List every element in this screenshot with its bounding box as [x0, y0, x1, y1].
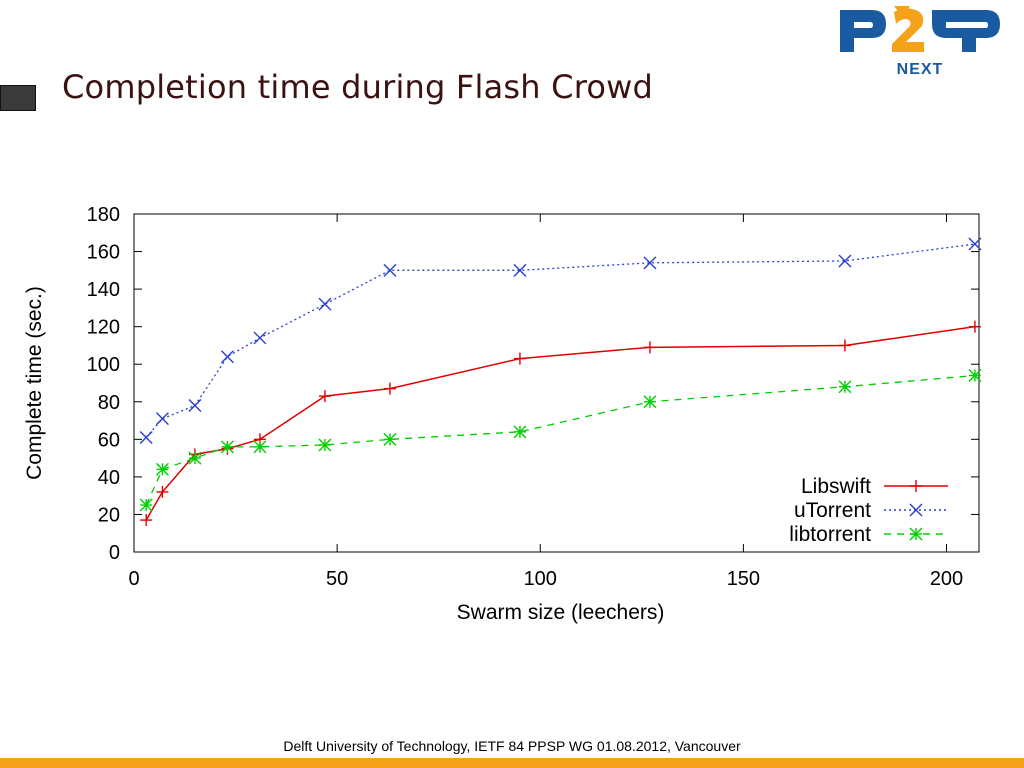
legend-marker — [910, 480, 922, 492]
data-point-libswift — [318, 390, 331, 403]
marker-stroke — [838, 380, 852, 394]
data-point-libswift — [156, 485, 169, 498]
data-point-utorrent — [643, 256, 657, 270]
y-tick-label: 100 — [87, 354, 120, 376]
marker-stroke — [220, 440, 234, 454]
marker-stroke — [220, 350, 234, 364]
x-tick-label: 50 — [326, 568, 348, 590]
marker-stroke — [968, 237, 982, 251]
data-point-libtorrent — [139, 498, 153, 512]
data-point-libtorrent — [643, 395, 657, 409]
marker-stroke — [155, 412, 169, 426]
marker-stroke — [909, 503, 923, 517]
y-axis-label: Complete time (sec.) — [23, 286, 46, 480]
y-tick-label: 180 — [87, 204, 120, 226]
marker-stroke — [188, 451, 202, 465]
footer-text: Delft University of Technology, IETF 84 … — [283, 738, 741, 754]
x-tick-label: 150 — [727, 568, 760, 590]
marker-stroke — [318, 438, 332, 452]
y-tick-label: 0 — [109, 542, 120, 564]
data-point-libswift — [383, 382, 396, 395]
x-axis-label: Swarm size (leechers) — [457, 601, 665, 624]
legend-label: Libswift — [801, 475, 871, 498]
plot-layer: 0 20 40 60 80 100 120 140 160 180 0 50 100 150 200 Swar… — [23, 204, 982, 624]
marker-stroke — [155, 462, 169, 476]
data-point-utorrent — [968, 237, 982, 251]
data-point-utorrent — [139, 430, 153, 444]
data-point-libswift — [513, 352, 526, 365]
data-point-libswift — [838, 339, 851, 352]
y-tick-label: 40 — [98, 467, 120, 489]
y-tick-label: 80 — [98, 392, 120, 414]
legend-label: libtorrent — [789, 523, 871, 546]
data-point-libtorrent — [318, 438, 332, 452]
data-point-utorrent — [253, 331, 267, 345]
marker-stroke — [139, 430, 153, 444]
marker-stroke — [513, 425, 527, 439]
data-point-utorrent — [155, 412, 169, 426]
marker-stroke — [318, 297, 332, 311]
data-point-libtorrent — [220, 440, 234, 454]
marker-stroke — [139, 498, 153, 512]
slide-marker — [0, 85, 36, 111]
marker-stroke — [513, 263, 527, 277]
p2p-next-logo: NEXT — [840, 6, 1000, 78]
series-line-utorrent — [145, 243, 976, 438]
legend-marker — [909, 503, 923, 517]
data-point-libswift — [140, 514, 153, 527]
data-point-libtorrent — [155, 462, 169, 476]
plot-frame — [133, 213, 980, 553]
data-point-utorrent — [838, 254, 852, 268]
marker-stroke — [643, 256, 657, 270]
data-point-libtorrent — [253, 440, 267, 454]
data-point-utorrent — [383, 263, 397, 277]
y-tick-label: 60 — [98, 429, 120, 451]
marker-stroke — [909, 527, 923, 541]
marker-stroke — [643, 395, 657, 409]
y-tick-label: 140 — [87, 279, 120, 301]
data-point-libswift — [643, 341, 656, 354]
series-line-libtorrent — [145, 374, 975, 506]
marker-stroke — [253, 331, 267, 345]
data-point-libswift — [968, 320, 981, 333]
data-point-utorrent — [318, 297, 332, 311]
x-tick-label: 200 — [930, 568, 963, 590]
legend-label: uTorrent — [794, 499, 871, 522]
y-tick-label: 20 — [98, 504, 120, 526]
marker-stroke — [383, 432, 397, 446]
marker-stroke — [188, 399, 202, 413]
y-tick-label: 160 — [87, 242, 120, 264]
data-point-utorrent — [188, 399, 202, 413]
completion-time-chart: 0 20 40 60 80 100 120 140 160 180 0 50 100 150 200 Swar… — [23, 204, 982, 624]
legend-marker — [909, 527, 923, 541]
footer-bar — [0, 758, 1024, 768]
data-point-libtorrent — [383, 432, 397, 446]
marker-stroke — [838, 254, 852, 268]
data-point-libtorrent — [188, 451, 202, 465]
data-point-utorrent — [220, 350, 234, 364]
x-tick-label: 100 — [524, 568, 557, 590]
slide-title: Completion time during Flash Crowd — [62, 68, 654, 106]
x-tick-label: 0 — [128, 568, 139, 590]
data-point-libtorrent — [838, 380, 852, 394]
logo-sub-text: NEXT — [897, 61, 944, 78]
marker-stroke — [383, 263, 397, 277]
data-point-libtorrent — [968, 368, 982, 382]
marker-stroke — [968, 368, 982, 382]
marker-stroke — [253, 440, 267, 454]
y-tick-label: 120 — [87, 317, 120, 339]
data-point-libtorrent — [513, 425, 527, 439]
data-point-utorrent — [513, 263, 527, 277]
logo-mark — [840, 6, 1000, 52]
